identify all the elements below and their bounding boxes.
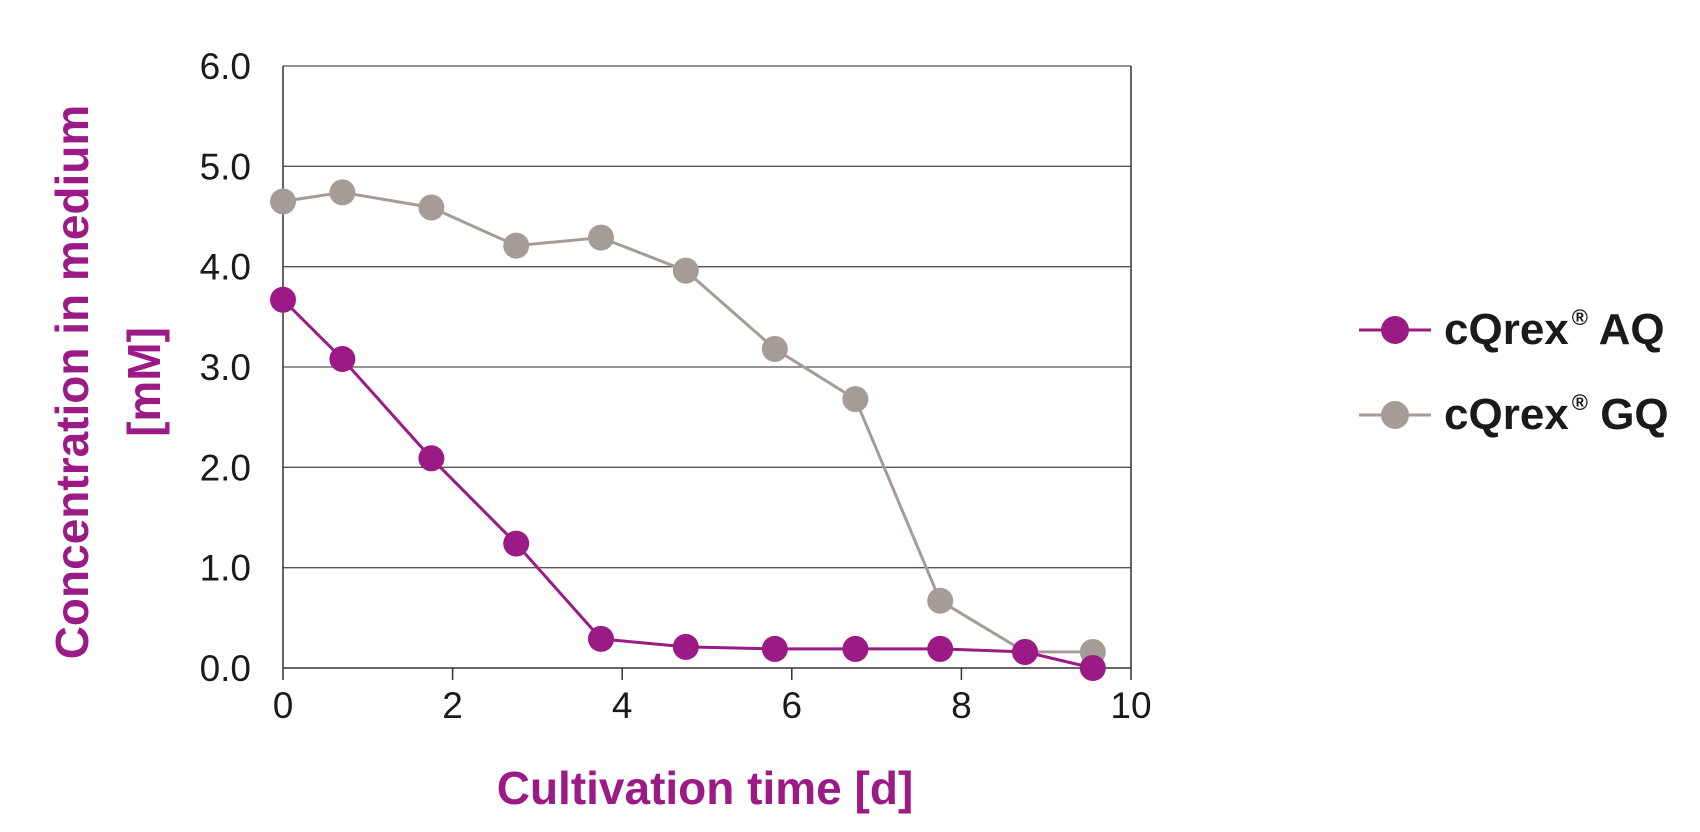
data-point xyxy=(270,286,296,313)
legend-item-gq: cQrex ® GQ xyxy=(1359,390,1669,439)
y-tick-label: 5.0 xyxy=(200,146,251,187)
y-tick-label: 0.0 xyxy=(200,648,251,689)
data-point xyxy=(418,445,445,472)
y-tick-label: 2.0 xyxy=(200,447,251,488)
data-point xyxy=(761,635,788,662)
data-point xyxy=(1012,638,1038,665)
data-point xyxy=(927,587,954,614)
x-tick-label: 10 xyxy=(1110,685,1151,726)
y-tick-label: 3.0 xyxy=(200,347,251,388)
axes xyxy=(282,66,1132,680)
x-tick-label: 6 xyxy=(782,685,803,726)
data-point xyxy=(503,232,530,259)
x-tick-label: 8 xyxy=(951,685,972,726)
legend-label-aq: cQrex ® AQ xyxy=(1444,305,1665,354)
data-point xyxy=(1079,655,1106,681)
series-aq xyxy=(270,286,1106,681)
legend-marker-aq xyxy=(1381,316,1409,344)
x-tick-label: 0 xyxy=(273,685,294,726)
data-point xyxy=(761,335,788,362)
legend-item-aq: cQrex ® AQ xyxy=(1359,305,1665,354)
y-axis-title: Concentration in medium [mM] xyxy=(46,105,170,660)
gridlines xyxy=(283,65,1131,569)
y-tick-label: 4.0 xyxy=(200,247,251,288)
tick-labels: 0.0 1.0 2.0 3.0 4.0 5.0 6.0 0 2 4 6 8 10 xyxy=(200,46,1152,726)
data-point xyxy=(672,633,699,660)
data-point xyxy=(503,530,530,557)
x-tick-label: 2 xyxy=(442,685,463,726)
data-point xyxy=(588,224,614,251)
legend-label-gq: cQrex ® GQ xyxy=(1444,390,1669,439)
series-line xyxy=(281,298,1094,670)
data-point xyxy=(672,257,699,284)
series-gq xyxy=(270,179,1106,665)
series-layer xyxy=(270,179,1106,681)
legend: cQrex ® AQ cQrex ® GQ xyxy=(1359,305,1669,439)
legend-marker-gq xyxy=(1381,401,1409,429)
y-axis-title-line-1: Concentration in medium xyxy=(46,105,98,660)
y-tick-label: 6.0 xyxy=(200,46,251,87)
data-point xyxy=(329,179,356,206)
data-point xyxy=(842,386,869,413)
y-axis-title-line-2: [mM] xyxy=(118,327,170,437)
x-axis-title: Cultivation time [d] xyxy=(497,762,914,814)
data-point xyxy=(588,625,614,652)
data-point xyxy=(418,194,445,221)
data-point xyxy=(270,188,296,215)
data-point xyxy=(329,345,356,372)
y-tick-label: 1.0 xyxy=(200,548,251,589)
x-tick-label: 4 xyxy=(612,685,633,726)
data-point xyxy=(927,635,954,662)
data-point xyxy=(842,635,869,662)
